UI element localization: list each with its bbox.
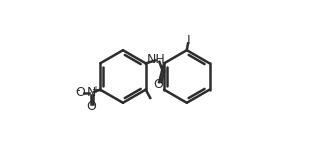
Text: O: O — [153, 78, 163, 91]
Text: +: + — [91, 85, 99, 95]
Text: O: O — [75, 86, 85, 99]
Text: N: N — [87, 86, 96, 99]
Text: NH: NH — [147, 53, 166, 66]
Text: O: O — [86, 100, 96, 113]
Text: -: - — [75, 84, 80, 97]
Text: I: I — [186, 34, 190, 47]
